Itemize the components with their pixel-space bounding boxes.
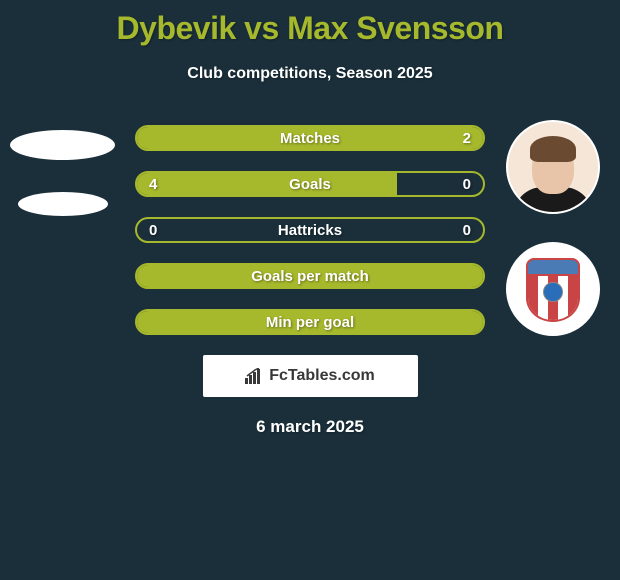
right-player-photo — [506, 120, 600, 214]
date-label: 6 march 2025 — [0, 417, 620, 437]
stat-value-right: 0 — [463, 222, 471, 239]
stat-bars: Matches 2 4 Goals 0 0 Hattricks 0 Goals … — [135, 125, 485, 335]
page-subtitle: Club competitions, Season 2025 — [0, 65, 620, 83]
stat-label: Goals — [137, 176, 483, 193]
stat-label: Hattricks — [137, 222, 483, 239]
stat-label: Matches — [137, 130, 483, 147]
stat-bar-hattricks: 0 Hattricks 0 — [135, 217, 485, 243]
brand-box: FcTables.com — [203, 355, 418, 397]
stat-bar-goals-per-match: Goals per match — [135, 263, 485, 289]
brand-text: FcTables.com — [269, 367, 375, 385]
left-club-badge-placeholder — [18, 192, 108, 216]
stat-bar-min-per-goal: Min per goal — [135, 309, 485, 335]
left-player-photo-placeholder — [10, 130, 115, 160]
stat-label: Min per goal — [137, 314, 483, 331]
right-player-avatars — [506, 120, 600, 336]
stat-bar-goals: 4 Goals 0 — [135, 171, 485, 197]
right-club-badge — [506, 242, 600, 336]
stat-bar-matches: Matches 2 — [135, 125, 485, 151]
stat-value-right: 2 — [463, 130, 471, 147]
stat-label: Goals per match — [137, 268, 483, 285]
page-title: Dybevik vs Max Svensson — [0, 0, 620, 47]
left-player-avatars — [10, 125, 115, 216]
stat-value-right: 0 — [463, 176, 471, 193]
comparison-content: Matches 2 4 Goals 0 0 Hattricks 0 Goals … — [0, 125, 620, 437]
chart-icon — [245, 368, 265, 384]
